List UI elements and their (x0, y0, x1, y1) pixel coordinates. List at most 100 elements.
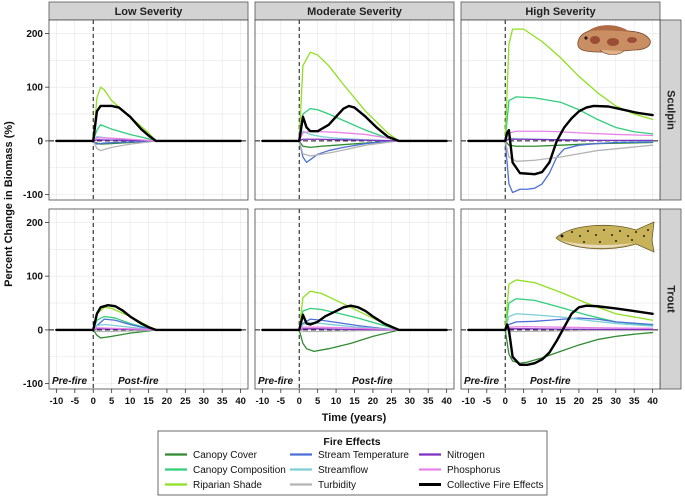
pre-fire-label-moderate: Pre-fire (258, 376, 293, 387)
x-tick-label: 5 (109, 396, 115, 407)
series-line-riparian-shade (261, 51, 448, 142)
legend-box (157, 430, 548, 496)
post-fire-label-moderate: Post-fire (352, 376, 393, 387)
legend-label: Riparian Shade (193, 480, 262, 491)
post-fire-label-high: Post-fire (530, 376, 571, 387)
x-tick-label: 25 (592, 396, 603, 407)
row-strip-sculpin: Sculpin (659, 19, 682, 201)
panel-border (48, 19, 249, 201)
column-title-high: High Severity (525, 6, 596, 18)
x-tick-label: 35 (423, 396, 434, 407)
x-tick-label: 0 (297, 396, 302, 407)
x-tick-label: 15 (555, 396, 566, 407)
legend: Fire Effects Canopy Cover Canopy Composit… (157, 430, 548, 496)
y-axis-ticks-trout: -100 0 100 200 (23, 218, 49, 390)
x-tick-label: 30 (198, 396, 209, 407)
series-line-collective-fire-effects (55, 303, 242, 332)
pre-fire-label-high: Pre-fire (464, 376, 499, 387)
x-tick-label: 30 (610, 396, 621, 407)
series-group (467, 279, 654, 367)
y-axis-label: Percent Change in Biomass (%) (3, 121, 15, 287)
legend-label: Collective Fire Effects (447, 480, 544, 491)
x-tick-label: 0 (91, 396, 96, 407)
y-tick-label: 200 (26, 29, 43, 40)
x-axis-ticks: -10 -5 0 5 10 15 20 25 30 35 40 -10 -5 0 5 10 15 20 25 30 35… (50, 389, 658, 407)
panel-trout-low (48, 208, 249, 390)
x-tick-label: 40 (235, 396, 246, 407)
row-title-sculpin: Sculpin (665, 90, 677, 130)
series-line-riparian-shade (467, 28, 654, 142)
row-strip-trout: Trout (659, 208, 682, 390)
x-tick-label: 10 (537, 396, 548, 407)
x-tick-label: 5 (315, 396, 321, 407)
x-tick-label: 5 (521, 396, 527, 407)
column-strip-moderate: Moderate Severity (254, 1, 455, 21)
y-tick-label: -100 (23, 190, 43, 201)
legend-label: Canopy Composition (193, 465, 286, 476)
series-line-collective-fire-effects (467, 104, 654, 176)
y-tick-label: 0 (37, 136, 43, 147)
x-tick-label: -10 (462, 396, 476, 407)
x-tick-label: 30 (404, 396, 415, 407)
series-group (261, 290, 448, 353)
x-tick-label: 25 (386, 396, 397, 407)
legend-label: Stream Temperature (318, 450, 409, 461)
series-line-turbidity (467, 140, 654, 162)
y-tick-label: 0 (37, 325, 43, 336)
y-axis-ticks-sculpin: -100 0 100 200 (23, 29, 49, 201)
x-tick-label: 25 (180, 396, 191, 407)
y-tick-label: 100 (26, 83, 43, 94)
x-tick-label: -10 (256, 396, 270, 407)
x-tick-label: -5 (277, 396, 286, 407)
x-tick-label: 35 (629, 396, 640, 407)
grid-lines (49, 20, 248, 200)
series-line-collective-fire-effects (55, 104, 242, 143)
legend-label: Phosphorus (447, 465, 500, 476)
panel-trout-moderate (254, 208, 455, 390)
grid-lines (461, 20, 660, 200)
series-line-collective-fire-effects (467, 304, 654, 367)
grid-lines (255, 209, 454, 389)
series-line-canopy-cover (261, 329, 448, 353)
post-fire-label-low: Post-fire (118, 376, 159, 387)
series-line-collective-fire-effects (261, 304, 448, 332)
series-line-collective-fire-effects (261, 104, 448, 143)
x-tick-label: 40 (441, 396, 452, 407)
column-strip-low: Low Severity (48, 1, 249, 21)
sculpin-illustration (577, 25, 651, 55)
legend-items: Canopy Cover Canopy Composition Riparian S… (165, 450, 544, 491)
x-tick-label: 15 (349, 396, 360, 407)
legend-label: Nitrogen (447, 450, 485, 461)
row-title-trout: Trout (665, 285, 677, 313)
series-group (261, 51, 448, 164)
y-tick-label: -100 (23, 379, 43, 390)
series-group (467, 28, 654, 194)
x-tick-label: 10 (331, 396, 342, 407)
pre-fire-label-low: Pre-fire (52, 376, 87, 387)
series-line-riparian-shade (467, 279, 654, 331)
panel-sculpin-moderate (254, 19, 455, 201)
legend-label: Canopy Cover (193, 450, 258, 461)
column-strip-high: High Severity (460, 1, 661, 21)
series-group (55, 303, 242, 339)
panel-border (254, 19, 455, 201)
series-line-turbidity (261, 140, 448, 157)
column-title-low: Low Severity (115, 6, 184, 18)
series-line-stream-temperature (467, 140, 654, 194)
y-tick-label: 200 (26, 218, 43, 229)
x-tick-label: -10 (50, 396, 64, 407)
x-tick-label: 20 (162, 396, 173, 407)
x-tick-label: 40 (647, 396, 658, 407)
x-tick-label: -5 (483, 396, 492, 407)
x-axis-label: Time (years) (322, 412, 387, 424)
x-tick-label: -5 (71, 396, 80, 407)
x-tick-label: 20 (368, 396, 379, 407)
x-tick-label: 10 (125, 396, 136, 407)
x-tick-label: 0 (503, 396, 508, 407)
panel-sculpin-low (48, 19, 249, 201)
panel-border (460, 19, 661, 201)
x-tick-label: 15 (143, 396, 154, 407)
trout-illustration (555, 221, 655, 253)
series-line-canopy-composition (467, 96, 654, 142)
